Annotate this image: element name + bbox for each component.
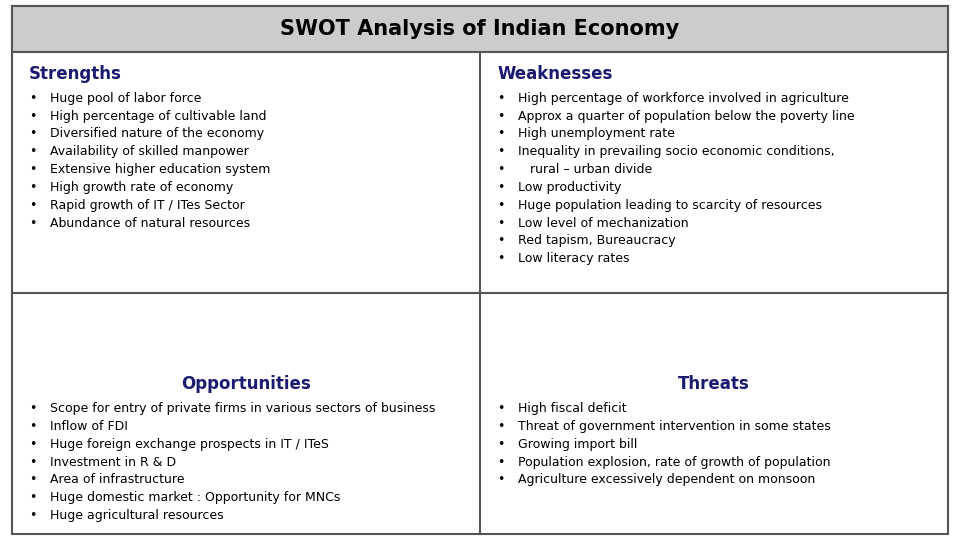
Text: Low level of mechanization: Low level of mechanization <box>518 217 689 230</box>
Text: •: • <box>29 420 36 433</box>
Text: Weaknesses: Weaknesses <box>497 65 612 83</box>
Text: SWOT Analysis of Indian Economy: SWOT Analysis of Indian Economy <box>280 19 680 39</box>
Text: rural – urban divide: rural – urban divide <box>518 163 653 176</box>
Text: Low literacy rates: Low literacy rates <box>518 252 630 265</box>
Text: •: • <box>497 163 505 176</box>
Text: High growth rate of economy: High growth rate of economy <box>50 181 233 194</box>
Text: •: • <box>29 145 36 158</box>
Text: Red tapism, Bureaucracy: Red tapism, Bureaucracy <box>518 234 676 247</box>
Text: Huge foreign exchange prospects in IT / ITeS: Huge foreign exchange prospects in IT / … <box>50 438 328 451</box>
Text: •: • <box>29 474 36 487</box>
Text: High fiscal deficit: High fiscal deficit <box>518 402 627 415</box>
Text: Growing import bill: Growing import bill <box>518 438 637 451</box>
Text: Population explosion, rate of growth of population: Population explosion, rate of growth of … <box>518 456 831 469</box>
Text: •: • <box>29 163 36 176</box>
Text: •: • <box>29 217 36 230</box>
Text: Threats: Threats <box>679 375 750 393</box>
Text: •: • <box>497 217 505 230</box>
Text: •: • <box>29 509 36 522</box>
Text: Area of infrastructure: Area of infrastructure <box>50 474 184 487</box>
Text: •: • <box>497 234 505 247</box>
FancyBboxPatch shape <box>12 6 948 52</box>
Text: •: • <box>29 402 36 415</box>
Text: Availability of skilled manpower: Availability of skilled manpower <box>50 145 249 158</box>
Text: •: • <box>497 145 505 158</box>
Text: •: • <box>29 199 36 212</box>
Text: Huge pool of labor force: Huge pool of labor force <box>50 92 202 105</box>
Text: Rapid growth of IT / ITes Sector: Rapid growth of IT / ITes Sector <box>50 199 245 212</box>
Text: •: • <box>29 491 36 504</box>
Text: •: • <box>29 110 36 123</box>
Text: Inflow of FDI: Inflow of FDI <box>50 420 128 433</box>
Text: •: • <box>497 252 505 265</box>
Text: Threat of government intervention in some states: Threat of government intervention in som… <box>518 420 831 433</box>
Text: Huge population leading to scarcity of resources: Huge population leading to scarcity of r… <box>518 199 823 212</box>
Text: •: • <box>497 438 505 451</box>
Text: •: • <box>497 92 505 105</box>
Text: Extensive higher education system: Extensive higher education system <box>50 163 271 176</box>
Text: •: • <box>497 474 505 487</box>
Text: •: • <box>497 110 505 123</box>
Text: •: • <box>29 92 36 105</box>
Text: •: • <box>497 456 505 469</box>
Text: High percentage of cultivable land: High percentage of cultivable land <box>50 110 267 123</box>
Text: •: • <box>29 127 36 140</box>
Text: •: • <box>497 181 505 194</box>
Text: High percentage of workforce involved in agriculture: High percentage of workforce involved in… <box>518 92 850 105</box>
Text: •: • <box>29 456 36 469</box>
Text: •: • <box>497 199 505 212</box>
Text: •: • <box>497 127 505 140</box>
Text: Agriculture excessively dependent on monsoon: Agriculture excessively dependent on mon… <box>518 474 816 487</box>
Text: •: • <box>29 438 36 451</box>
Text: Scope for entry of private firms in various sectors of business: Scope for entry of private firms in vari… <box>50 402 435 415</box>
Text: Huge domestic market : Opportunity for MNCs: Huge domestic market : Opportunity for M… <box>50 491 340 504</box>
Text: Strengths: Strengths <box>29 65 122 83</box>
Text: Investment in R & D: Investment in R & D <box>50 456 176 469</box>
FancyBboxPatch shape <box>12 6 948 534</box>
Text: Abundance of natural resources: Abundance of natural resources <box>50 217 250 230</box>
Text: •: • <box>497 420 505 433</box>
Text: •: • <box>29 181 36 194</box>
Text: •: • <box>497 402 505 415</box>
Text: High unemployment rate: High unemployment rate <box>518 127 675 140</box>
Text: Opportunities: Opportunities <box>180 375 311 393</box>
Text: Low productivity: Low productivity <box>518 181 622 194</box>
Text: Inequality in prevailing socio economic conditions,: Inequality in prevailing socio economic … <box>518 145 835 158</box>
Text: Huge agricultural resources: Huge agricultural resources <box>50 509 224 522</box>
Text: Diversified nature of the economy: Diversified nature of the economy <box>50 127 264 140</box>
Text: Approx a quarter of population below the poverty line: Approx a quarter of population below the… <box>518 110 855 123</box>
